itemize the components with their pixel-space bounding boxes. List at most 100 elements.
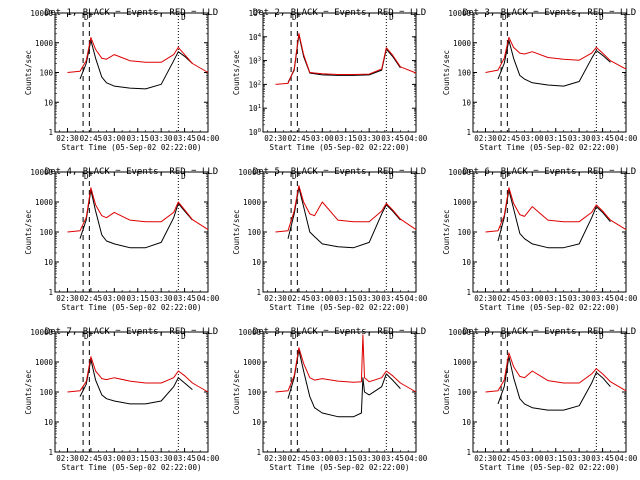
- events-series-line: [497, 39, 611, 87]
- interval-marker-label: D: [84, 13, 89, 22]
- y-axis-label: Counts/sec: [24, 209, 33, 254]
- detector-panel: Det 4, BLACK = Events, RED = LLD 1 10 100 10…: [24, 167, 220, 312]
- events-series-line: [287, 349, 401, 418]
- y-tick-label: 1000: [243, 358, 262, 367]
- x-tick-label: 03:00: [311, 294, 334, 303]
- y-tick-label: 100: [247, 228, 261, 237]
- y-tick-label: 100: [457, 388, 471, 397]
- x-tick-label: 03:15: [126, 454, 149, 463]
- y-tick-label: 100: [457, 69, 471, 78]
- x-tick-label: 02:30: [264, 134, 287, 143]
- y-axis-label: Counts/sec: [24, 369, 33, 414]
- x-tick-label: 03:30: [358, 294, 381, 303]
- y-tick-label: 1: [256, 288, 261, 297]
- y-tick-label: 100: [39, 388, 53, 397]
- x-tick-label: 02:45: [498, 294, 521, 303]
- x-tick-label: 03:00: [521, 294, 544, 303]
- panel-title: Det 2, BLACK = Events, RED = LLD: [253, 8, 426, 18]
- detector-panel: Det 5, BLACK = Events, RED = LLD 1 10 100 10…: [232, 167, 428, 312]
- y-tick-label: 1: [48, 288, 53, 297]
- x-tick-label: 03:15: [334, 134, 357, 143]
- x-tick-label: 04:00: [615, 454, 638, 463]
- y-tick-label: 100: [39, 228, 53, 237]
- interval-marker-label: D: [292, 13, 297, 22]
- lld-series-line: [67, 356, 209, 393]
- plot-frame: [262, 331, 417, 453]
- plot-frame: [262, 171, 417, 293]
- x-tick-label: 03:30: [150, 454, 173, 463]
- y-tick-label: 1000: [453, 358, 472, 367]
- plot-frame: [472, 171, 627, 293]
- y-tick-label: 1: [256, 448, 261, 457]
- panel-title: Det 8, BLACK = Events, RED = LLD: [253, 327, 426, 337]
- y-axis-label: Counts/sec: [442, 50, 451, 95]
- events-series-line: [497, 356, 611, 411]
- x-tick-label: 03:15: [544, 454, 567, 463]
- y-tick-label: 10000: [30, 328, 53, 337]
- x-tick-label: 03:30: [568, 454, 591, 463]
- plot-frame: [472, 12, 627, 133]
- events-series-line: [79, 39, 193, 90]
- y-axis-label: Counts/sec: [232, 50, 241, 95]
- x-tick-label: 03:45: [173, 134, 196, 143]
- x-axis-label: Start Time (05-Sep-02 02:22:00): [270, 303, 410, 312]
- interval-marker-label: D: [181, 332, 186, 341]
- y-tick-label: 10000: [448, 9, 471, 18]
- x-tick-label: 03:15: [544, 294, 567, 303]
- x-tick-label: 02:45: [288, 294, 311, 303]
- lld-series-line: [485, 37, 627, 73]
- detector-panel: Det 3, BLACK = Events, RED = LLD 1 10 100 10…: [442, 8, 638, 152]
- x-tick-label: 02:45: [498, 134, 521, 143]
- y-tick-label: 1: [466, 128, 471, 137]
- panel-title: Det 4, BLACK = Events, RED = LLD: [45, 167, 218, 177]
- y-axis-label: Counts/sec: [232, 369, 241, 414]
- x-tick-label: 02:30: [474, 454, 497, 463]
- interval-marker-label: D: [292, 172, 297, 181]
- interval-marker-label: D: [502, 172, 507, 181]
- y-tick-label: 10: [462, 98, 472, 107]
- x-tick-label: 03:00: [103, 134, 126, 143]
- x-tick-label: 02:30: [264, 454, 287, 463]
- detector-panel: Det 2, BLACK = Events, RED = LLD 100 101 10…: [232, 8, 428, 152]
- y-tick-label: 10: [44, 258, 54, 267]
- plot-frame: [262, 12, 417, 133]
- x-axis-label: Start Time (05-Sep-02 02:22:00): [62, 463, 202, 472]
- y-tick-label: 1: [466, 288, 471, 297]
- x-tick-label: 02:45: [288, 454, 311, 463]
- x-tick-label: 03:00: [521, 134, 544, 143]
- x-tick-label: 04:00: [405, 134, 428, 143]
- panel-title: Det 9, BLACK = Events, RED = LLD: [463, 327, 636, 337]
- x-tick-label: 03:45: [381, 454, 404, 463]
- x-tick-label: 02:30: [56, 134, 79, 143]
- plot-frame: [472, 331, 627, 453]
- plot-frame: [54, 331, 209, 453]
- x-tick-label: 03:00: [521, 454, 544, 463]
- interval-marker-label: D: [502, 13, 507, 22]
- y-tick-label: 1000: [243, 198, 262, 207]
- x-axis-label: Start Time (05-Sep-02 02:22:00): [480, 143, 620, 152]
- x-tick-label: 03:45: [591, 454, 614, 463]
- y-tick-label: 104: [249, 33, 262, 42]
- x-tick-label: 03:45: [381, 294, 404, 303]
- y-tick-label: 100: [39, 69, 53, 78]
- x-axis-label: Start Time (05-Sep-02 02:22:00): [62, 143, 202, 152]
- x-tick-label: 03:30: [150, 294, 173, 303]
- y-tick-label: 101: [249, 104, 261, 113]
- plot-frame: [54, 12, 209, 133]
- panel-title: Det 5, BLACK = Events, RED = LLD: [253, 167, 426, 177]
- x-tick-label: 03:00: [311, 134, 334, 143]
- y-tick-label: 1000: [35, 39, 54, 48]
- x-tick-label: 02:45: [80, 134, 103, 143]
- x-tick-label: 04:00: [197, 454, 220, 463]
- x-tick-label: 02:45: [288, 134, 311, 143]
- panel-title: Det 1, BLACK = Events, RED = LLD: [45, 8, 218, 18]
- x-tick-label: 02:30: [56, 454, 79, 463]
- lld-series-line: [485, 352, 627, 393]
- y-axis-label: Counts/sec: [232, 209, 241, 254]
- panel-title: Det 3, BLACK = Events, RED = LLD: [463, 8, 636, 18]
- x-tick-label: 02:45: [498, 454, 521, 463]
- x-axis-label: Start Time (05-Sep-02 02:22:00): [270, 463, 410, 472]
- x-axis-label: Start Time (05-Sep-02 02:22:00): [480, 463, 620, 472]
- y-tick-label: 1000: [453, 198, 472, 207]
- x-tick-label: 04:00: [615, 134, 638, 143]
